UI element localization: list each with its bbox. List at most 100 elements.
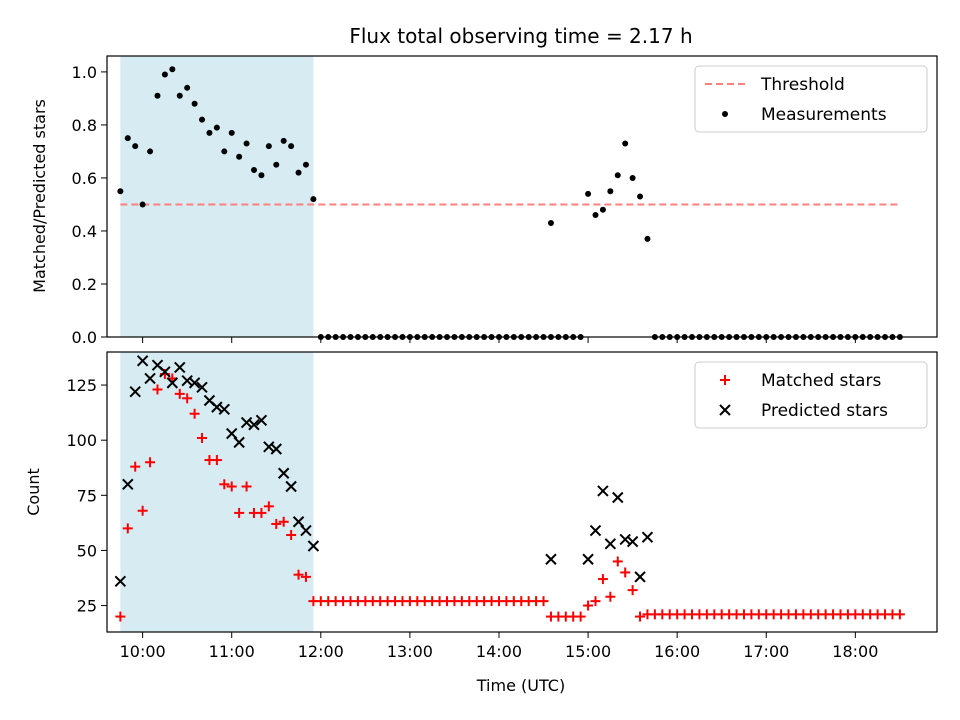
matched-star-marker [590,596,601,607]
predicted-star-marker [181,374,193,387]
measurement-point [191,100,198,107]
y-tick-label: 0.0 [72,328,97,347]
matched-star-marker [256,507,267,518]
measurement-point [547,220,554,227]
bottom-panel: 25 50 75 100 125 10:00 11:00 12:00 13:00 14:00 15:… [66,351,938,661]
predicted-star-marker [188,377,201,389]
matched-star-marker [241,481,252,492]
matched-star-marker [293,569,304,580]
predicted-star-marker [233,436,245,449]
predicted-star-marker [174,361,186,374]
measurement-point [302,161,309,168]
top-panel: 0.0 0.2 0.4 0.6 0.8 1.0 Threshold Measurements [72,55,938,347]
predicted-star-marker [240,416,253,429]
measurement-point [117,188,124,195]
predicted-star-marker [597,485,609,497]
y-tick-label: 100 [66,431,97,450]
matched-star-marker [605,591,616,602]
x-tick-label: 17:00 [743,642,789,661]
x-tick-label: 10:00 [120,642,166,661]
axes-frame [106,351,938,633]
legend [694,65,928,133]
legend-label: Measurements [761,105,887,125]
predicted-star-marker [300,524,312,537]
matched-star-marker [122,523,133,534]
x-axis-label: Time (UTC) [476,676,565,695]
shaded-span [120,56,314,337]
matched-star-marker [894,609,905,620]
measurement-point [273,161,280,168]
matched-star-marker [635,611,646,622]
predicted-star-marker [626,535,639,548]
measurement-point [607,188,614,195]
predicted-star-marker [589,524,602,537]
measurement-point [154,92,161,99]
legend-label: Matched stars [761,371,881,391]
x-tick-label: 13:00 [387,642,433,661]
predicted-star-marker [218,403,231,416]
predicted-star-marker [136,355,149,367]
measurement-point [132,143,139,150]
measurement-point [147,148,154,155]
measurement-point [184,84,191,91]
predicted-star-marker [159,366,171,378]
predicted-star-marker [277,467,290,479]
measurement-point [236,153,243,160]
matched-star-marker [226,481,237,492]
matched-star-marker [597,574,608,585]
predicted-star-marker [248,419,260,431]
shaded-span [120,352,314,632]
matched-star-marker [145,457,156,468]
y-tick-label: 1.0 [72,63,97,82]
matched-star-marker [263,501,274,512]
predicted-star-marker [129,385,141,398]
measurement-point [176,92,183,99]
measurement-point [228,129,235,136]
measurement-point [637,193,644,200]
measurement-point [213,124,220,131]
measurement-point [622,140,629,147]
x-tick-label: 16:00 [654,642,700,661]
predicted-star-marker [166,377,179,389]
matched-star-marker [137,505,148,516]
predicted-star-marker [604,538,617,550]
predicted-star-marker [619,533,631,546]
matched-star-marker [627,585,638,596]
predicted-star-marker [270,443,282,455]
legend-label: Threshold [760,75,845,95]
chart-title: Flux total observing time = 2.17 h [349,24,692,48]
x-tick-label: 12:00 [298,642,344,661]
y-tick-label: 0.2 [72,275,97,294]
legend-predicted-swatch [719,404,731,416]
measurement-point [629,174,636,181]
predicted-star-marker [211,401,223,413]
predicted-star-marker [612,491,624,504]
measurement-point [258,172,265,179]
measurement-point [592,212,599,219]
matched-star-marker [271,518,282,529]
matched-star-marker [234,507,245,518]
measurement-point [644,235,651,242]
measurement-point [169,66,176,73]
x-tick-label: 15:00 [565,642,611,661]
top-y-axis-label: Matched/Predicted stars [30,99,49,293]
predicted-star-marker [545,553,557,565]
measurement-point [599,206,606,213]
predicted-star-marker [641,531,654,543]
x-tick-label: 14:00 [476,642,522,661]
matched-star-marker [211,455,222,466]
predicted-star-marker [144,372,156,385]
predicted-star-marker [263,441,275,453]
predicted-star-marker [634,571,646,583]
measurement-point [310,196,317,203]
measurement-point [250,166,257,173]
matched-star-marker [286,529,297,540]
matched-star-marker [115,611,126,622]
matched-star-marker [174,388,185,399]
matched-star-marker [575,611,586,622]
measurement-point [614,172,621,179]
measurement-point [243,140,250,147]
predicted-star-marker [255,414,268,427]
x-tick-label: 18:00 [832,642,878,661]
measurement-point [161,71,168,78]
